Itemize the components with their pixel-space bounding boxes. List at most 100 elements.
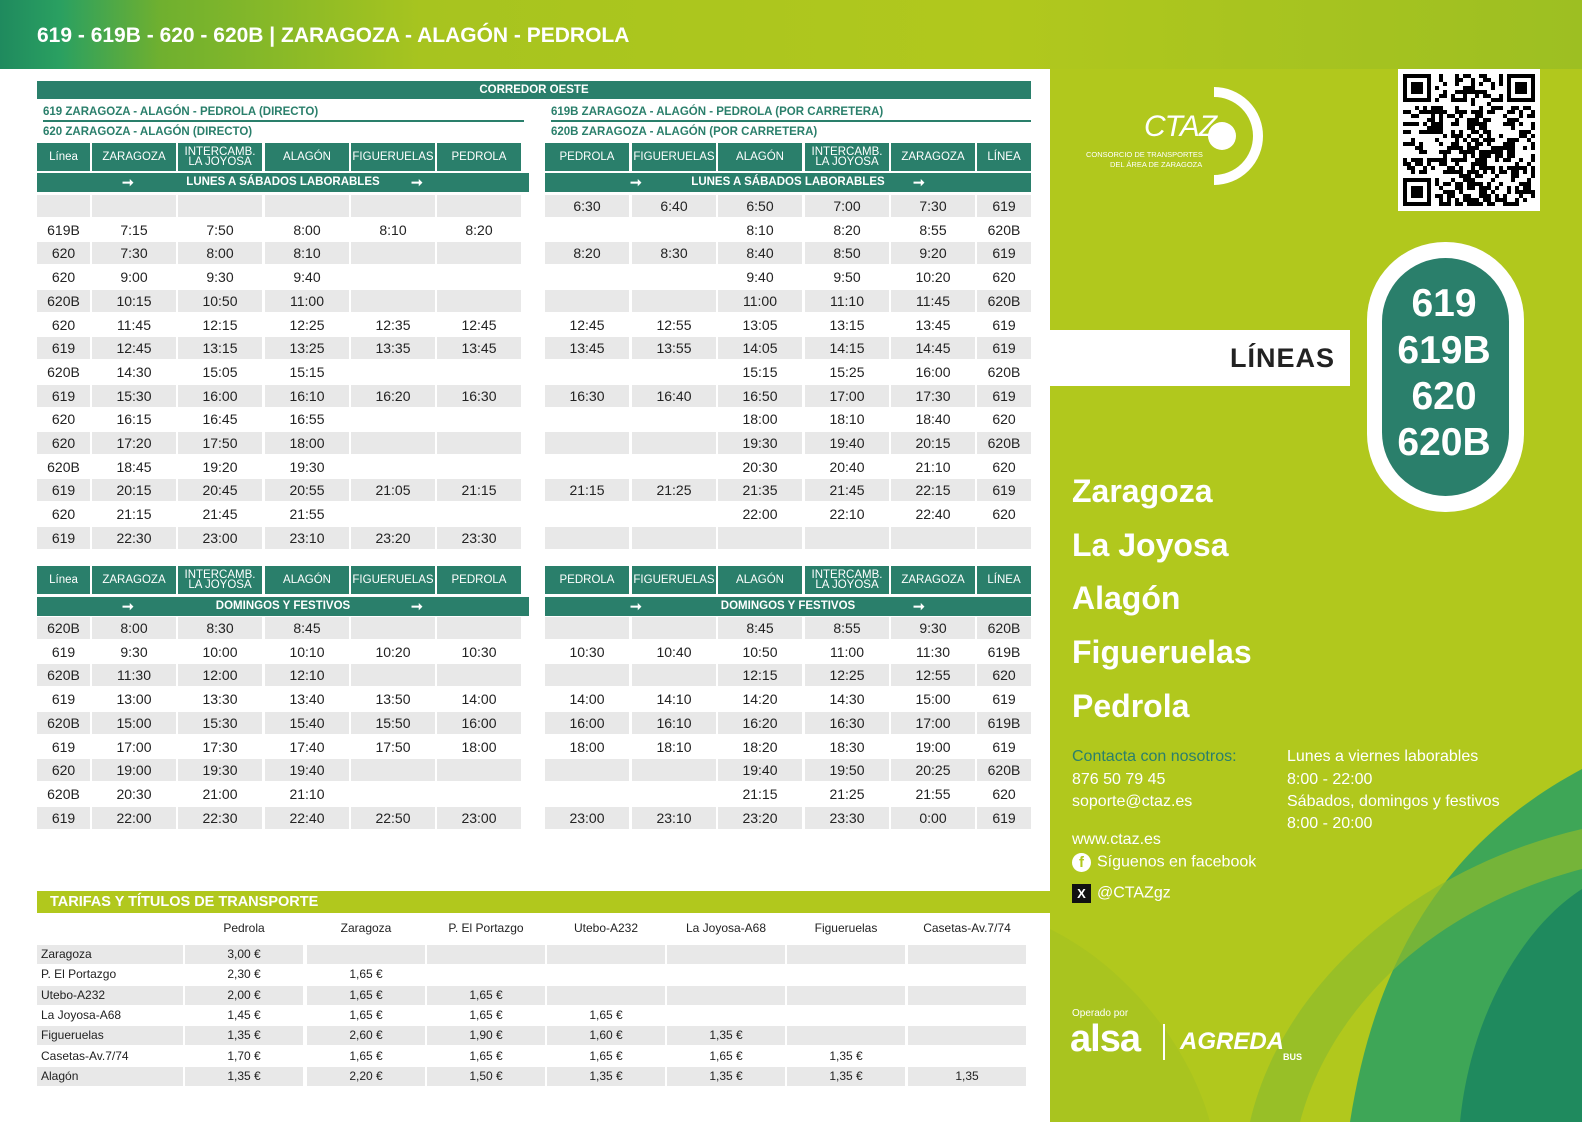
facebook-link[interactable]: f Síguenos en facebook [1072,853,1256,872]
ret-col-header: INTERCAMB. LA JOYOSA [805,143,889,171]
out-time-cell: 19:30 [178,759,262,782]
ret-time-cell: 8:30 [632,242,716,265]
website-link[interactable]: www.ctaz.es [1072,831,1161,848]
arrow-right-icon: ➞ [630,174,642,190]
facebook-label: Síguenos en facebook [1097,853,1257,871]
ret-col-header: ZARAGOZA [891,143,975,171]
out-time-cell: 10:15 [92,289,176,312]
contact-phone[interactable]: 876 50 79 45 [1072,771,1166,788]
fare-col-header: Figueruelas [814,921,878,935]
ret-time-cell [632,503,716,525]
out-time-cell: 620B [47,458,80,475]
ret-time-cell: 15:25 [829,363,865,380]
out-time-cell [437,195,521,217]
out-col-header: Línea [37,143,90,171]
x-link[interactable]: X @CTAZgz [1072,884,1171,903]
out-time-cell: 620B [37,664,90,687]
out-col-header: FIGUERUELAS [351,566,435,594]
ret-time-cell: 12:15 [718,664,802,687]
ret-time-cell: 7:00 [805,195,889,217]
fare-col-header: Casetas-Av.7/74 [923,921,1011,935]
ret-time-cell [545,664,629,687]
ret-time-cell [545,266,629,288]
ret-time-cell [977,526,1031,549]
lineas-band [1050,330,1350,386]
out-time-cell: 15:05 [202,363,238,380]
top-banner: 619 - 619B - 620 - 620B | ZARAGOZA - ALA… [0,0,1582,69]
ret-time-cell: 8:45 [718,617,802,639]
ret-time-cell: 20:30 [742,458,778,475]
out-time-cell: 11:45 [117,316,151,333]
ret-time-cell: 16:20 [718,711,802,734]
ret-time-cell: 619B [987,643,1021,660]
fare-col-header: La Joyosa-A68 [685,921,767,935]
ret-col-header: PEDROLA [545,143,629,171]
ret-time-cell: 16:30 [805,711,889,734]
ret-time-cell: 619 [977,384,1031,407]
ret-time-cell: 619B [977,711,1031,734]
ret-time-cell [545,456,629,478]
out-time-cell: 10:50 [178,289,262,312]
ret-time-cell: 620 [992,269,1016,286]
fare-cell [667,985,785,1005]
out-time-cell: 8:45 [265,617,349,639]
ret-time-cell: 620B [987,363,1021,380]
qr-code[interactable] [1398,69,1540,211]
ret-time-cell: 620B [977,432,1031,454]
out-time-cell: 23:30 [437,526,521,549]
fare-cell: 1,65 € [307,965,425,985]
fare-cell [547,985,665,1005]
out-time-cell: 619 [51,738,76,755]
out-time-cell: 22:50 [351,806,435,829]
fare-col-header: Pedrola [223,921,265,935]
ret-time-cell [545,219,629,241]
fare-row-label: Utebo-A232 [41,987,106,1002]
fare-cell [908,985,1026,1005]
out-time-cell: 23:00 [437,806,521,829]
out-time-cell: 620 [51,269,76,286]
ret-time-cell: 12:55 [656,316,692,333]
ret-col-header: LÍNEA [977,143,1031,171]
ret-time-cell: 620B [977,289,1031,312]
out-time-cell: 19:30 [289,458,325,475]
fare-cell: 1,65 € [307,985,425,1005]
ret-time-cell [545,783,629,805]
out-time-cell: 15:00 [92,711,176,734]
logo-sub-1: CONSORCIO DE TRANSPORTES [1086,150,1203,159]
ret-time-cell: 620B [977,617,1031,639]
fare-cell: 1,35 € [185,1026,303,1046]
ret-time-cell: 619 [977,195,1031,217]
out-time-cell: 15:15 [289,363,325,380]
out-time-cell: 13:15 [178,337,262,360]
arrow-right-icon: ➞ [411,598,423,614]
contact-email[interactable]: soporte@ctaz.es [1072,793,1193,810]
ret-time-cell: 14:20 [742,691,778,708]
fare-row-bg [37,945,183,964]
out-time-cell: 17:50 [178,432,262,454]
fare-row-label: Casetas-Av.7/74 [41,1048,129,1063]
out-time-cell: 620B [37,711,90,734]
out-time-cell: 10:10 [289,643,325,660]
ret-time-cell [632,617,716,639]
arrow-right-icon: ➞ [913,598,925,614]
fare-cell: 1,45 € [185,1005,303,1025]
out-time-cell: 620B [37,617,90,639]
stop-name: La Joyosa [1072,527,1229,563]
out-time-cell: 12:45 [92,337,176,360]
out-time-cell: 16:45 [202,411,238,428]
arrow-right-icon: ➞ [122,174,134,190]
ret-time-cell: 620 [992,411,1016,428]
ret-time-cell: 23:10 [632,806,716,829]
ret-time-cell: 16:10 [632,711,716,734]
out-time-cell: 20:30 [116,785,152,802]
ret-time-cell: 9:20 [891,242,975,265]
out-time-cell: 619B [47,221,80,238]
ctaz-logo: CTAZ CONSORCIO DE TRANSPORTES DEL ÁREA D… [1084,86,1274,186]
ret-time-cell: 20:15 [891,432,975,454]
out-time-cell: 21:15 [437,479,521,502]
ret-time-cell: 13:45 [545,337,629,360]
ret-time-cell: 8:55 [805,617,889,639]
out-col-header: Línea [37,566,90,594]
out-time-cell: 20:55 [265,479,349,502]
out-time-cell: 9:30 [120,643,148,660]
